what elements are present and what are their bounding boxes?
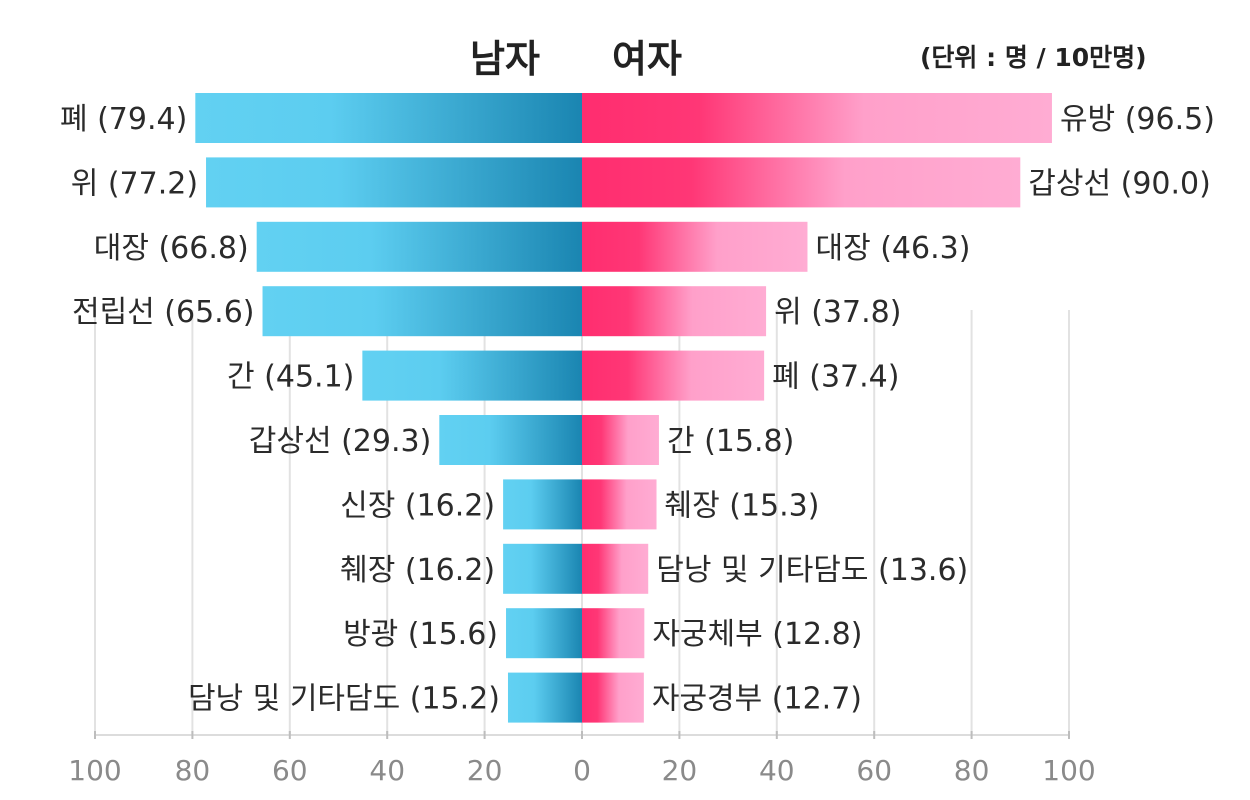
bar-female [582, 93, 1052, 143]
bar-label-female: 자궁체부 (12.8) [652, 617, 862, 652]
bar-label-female: 자궁경부 (12.7) [652, 682, 862, 717]
bar-female [582, 608, 645, 659]
bar-label-male: 담낭 및 기타담도 (15.2) [188, 682, 500, 717]
bar-female [582, 350, 765, 401]
bar-male [506, 608, 582, 659]
bar-label-male: 대장 (66.8) [94, 231, 249, 266]
bar-female [582, 221, 808, 272]
x-axis-ticks: 100 80 60 40 20 0 20 40 60 80 100 [68, 754, 1095, 787]
unit-label: (단위 : 명 / 10만명) [920, 43, 1147, 72]
bar-label-female: 위 (37.8) [774, 295, 901, 330]
x-tick-label: 80 [175, 754, 211, 787]
bar-label-male: 방광 (15.6) [343, 617, 498, 652]
x-tick-label: 100 [68, 754, 121, 787]
bar-female [582, 415, 659, 465]
x-tick-label: 60 [272, 754, 308, 787]
x-tick-label: 80 [954, 754, 990, 787]
bar-male [507, 672, 582, 723]
bar-label-male: 전립선 (65.6) [72, 295, 255, 330]
bar-male [503, 479, 582, 530]
bar-female [582, 286, 767, 337]
bar-label-male: 췌장 (16.2) [340, 553, 495, 588]
bar-label-female: 담낭 및 기타담도 (13.6) [656, 553, 968, 588]
bar-male [439, 415, 582, 465]
x-tick-label: 40 [759, 754, 795, 787]
bar-label-male: 위 (77.2) [71, 166, 198, 201]
bar-male [503, 543, 582, 594]
bar-label-male: 폐 (79.4) [60, 102, 187, 137]
x-tick-label: 100 [1042, 754, 1095, 787]
bar-female [582, 479, 657, 530]
bar-male [256, 221, 582, 272]
bar-female [582, 672, 644, 723]
bar-label-female: 폐 (37.4) [772, 360, 899, 395]
labels: 폐 (79.4) 위 (77.2) 대장 (66.8) 전립선 (65.6) 간 (45… [60, 102, 1215, 717]
bar-label-female: 갑상선 (90.0) [1028, 166, 1211, 201]
female-header: 여자 [612, 37, 682, 81]
bar-male [262, 286, 582, 337]
bar-label-male: 간 (45.1) [227, 360, 354, 395]
grid [94, 310, 1070, 739]
bar-female [582, 543, 649, 594]
male-header: 남자 [470, 37, 540, 81]
bar-male [362, 350, 582, 401]
x-tick-label: 20 [467, 754, 503, 787]
bar-label-male: 신장 (16.2) [340, 488, 495, 523]
bar-label-female: 간 (15.8) [667, 424, 794, 459]
bar-male [206, 157, 582, 208]
bar-female [582, 157, 1021, 208]
bar-label-female: 유방 (96.5) [1060, 102, 1215, 137]
bar-label-female: 대장 (46.3) [815, 231, 970, 266]
x-tick-label: 40 [369, 754, 405, 787]
bars [195, 93, 1052, 723]
bar-label-male: 갑상선 (29.3) [249, 424, 432, 459]
x-tick-label: 20 [662, 754, 698, 787]
bar-label-female: 췌장 (15.3) [665, 488, 820, 523]
bar-male [195, 93, 582, 143]
x-tick-label: 0 [573, 754, 591, 787]
x-tick-label: 60 [856, 754, 892, 787]
